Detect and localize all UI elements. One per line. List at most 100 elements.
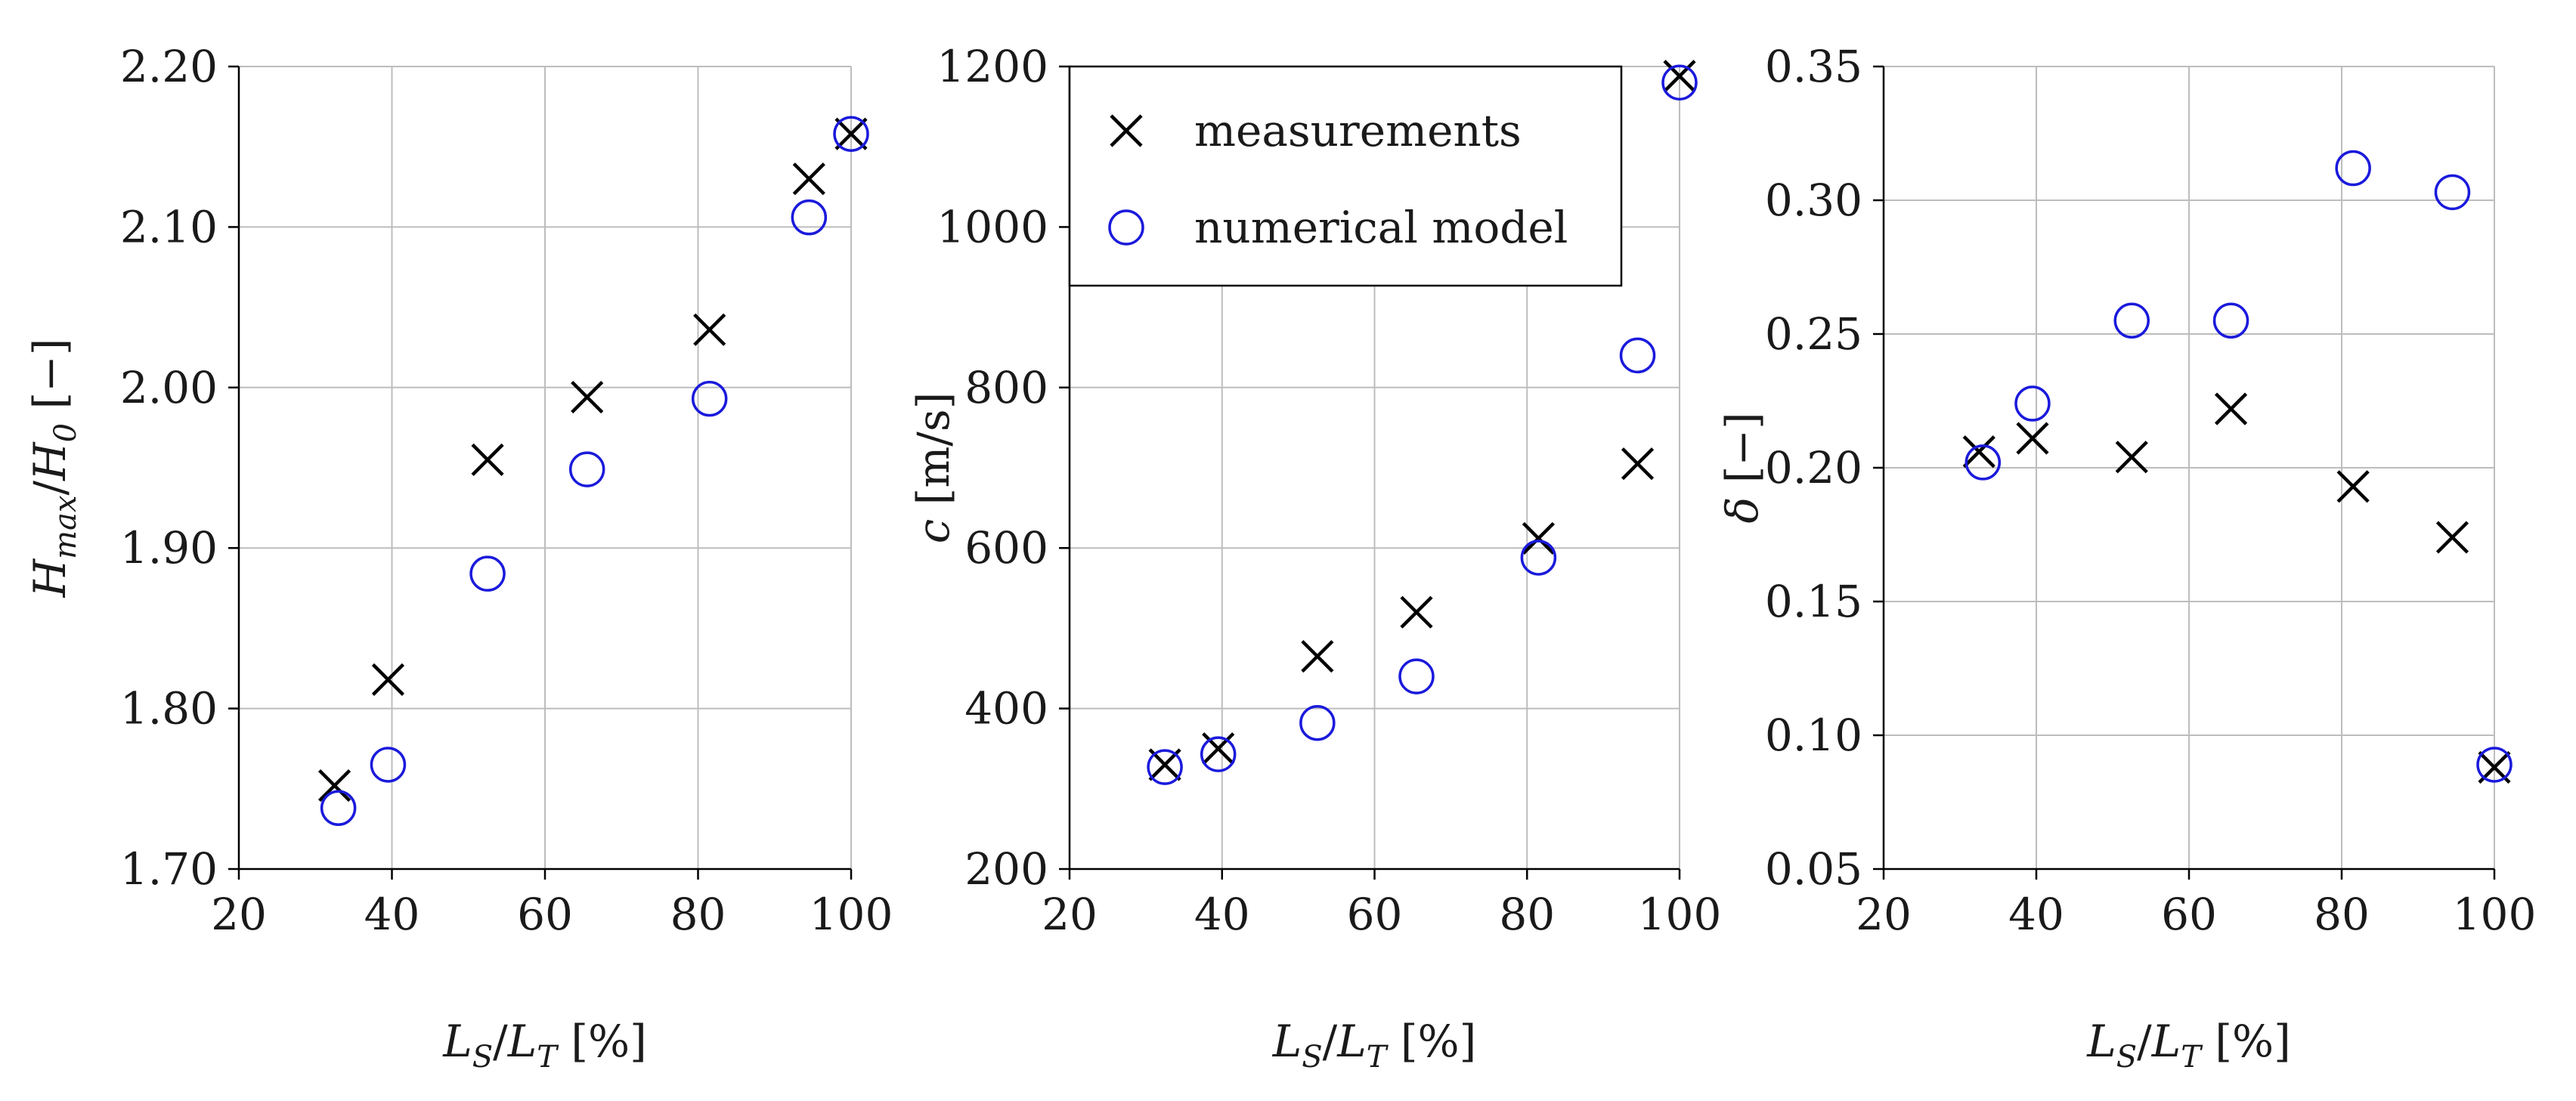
hmax-measurement-point <box>471 443 504 476</box>
wave-speed-xlabel-mid-letter: L <box>1336 1016 1367 1067</box>
damping-model-point <box>2335 150 2371 187</box>
damping-ytick-label: 0.10 <box>1765 710 1862 761</box>
hmax-measurement-point <box>317 769 351 803</box>
wave-speed-measurement-point <box>1621 447 1655 481</box>
damping-measurement-point <box>2214 392 2248 425</box>
wave-speed-model-point <box>1520 540 1557 576</box>
damping-xtick-label: 80 <box>2314 889 2370 940</box>
wave-speed-xtick-label: 20 <box>1042 889 1098 940</box>
damping-xtick-label: 20 <box>1856 889 1912 940</box>
wave-speed-ytick-label: 1200 <box>937 41 1048 92</box>
damping-measurement-point <box>1962 435 1995 469</box>
hmax-measurement-point <box>371 663 405 696</box>
hmax-xlabel-main: L <box>442 1016 472 1067</box>
wave-speed-model-point <box>1398 658 1435 694</box>
wave-speed-ytick-label: 1000 <box>937 201 1048 252</box>
wave-speed-xlabel-sub1: S <box>1302 1040 1322 1075</box>
damping-model-point <box>2014 385 2051 422</box>
damping-ytick-label: 0.20 <box>1765 442 1862 493</box>
wave-speed-ytick-label: 600 <box>964 522 1048 574</box>
hmax-ylabel-mid-letter: H <box>24 441 76 481</box>
wave-speed-measurement-point <box>1663 60 1696 93</box>
hmax-xtick-label: 100 <box>810 889 893 940</box>
hmax-ylabel-mid-slash: / <box>24 480 76 495</box>
hmax-ytick-label: 1.90 <box>120 522 218 574</box>
damping-xlabel-sub2: T <box>2181 1040 2203 1075</box>
damping-measurement-point <box>2115 441 2148 474</box>
damping-ytick-label: 0.35 <box>1765 41 1862 92</box>
wave-speed-ylabel-unit: [m/s] <box>908 392 959 519</box>
damping-xtick-label: 60 <box>2161 889 2217 940</box>
legend: measurements numerical model <box>1068 65 1623 287</box>
wave-speed-xlabel-mid-slash: / <box>1323 1016 1338 1067</box>
wave-speed-xlabel-main: L <box>1272 1016 1302 1067</box>
damping-xlabel: LS/LT [%] <box>2086 1016 2290 1075</box>
damping-ylabel: δ [−] <box>1717 412 1768 523</box>
legend-box <box>1068 65 1623 287</box>
wave-speed-xtick-label: 100 <box>1638 889 1722 940</box>
wave-speed-xlabel-sub2: T <box>1367 1040 1389 1075</box>
hmax-measurement-point <box>571 380 604 414</box>
damping-xlabel-unit: [%] <box>2201 1016 2291 1067</box>
damping-ylabel-unit: [−] <box>1717 412 1768 496</box>
wave-speed-xtick-label: 60 <box>1347 889 1403 940</box>
wave-speed-ytick-label: 800 <box>964 362 1048 413</box>
damping-model-point <box>2434 174 2471 211</box>
hmax-xtick-label: 60 <box>517 889 573 940</box>
wave-speed-model-point <box>1619 337 1656 374</box>
damping-ytick-label: 0.15 <box>1765 576 1862 627</box>
hmax-model-point <box>469 555 506 592</box>
wave-speed-model-point <box>1147 749 1183 785</box>
damping-ytick-label: 0.05 <box>1765 843 1862 895</box>
wave-speed-xlabel-unit: [%] <box>1386 1016 1476 1067</box>
damping-xlabel-main: L <box>2086 1016 2116 1067</box>
hmax-ylabel-sub1: max <box>48 495 83 558</box>
damping-ytick-label: 0.30 <box>1765 175 1862 226</box>
hmax-xlabel-mid-slash: / <box>493 1016 508 1067</box>
wave-speed-measurement-point <box>1202 732 1235 765</box>
hmax-model-point <box>320 790 357 827</box>
hmax-series-measurements <box>317 117 868 803</box>
damping-measurement-point <box>2016 422 2049 455</box>
hmax-ylabel: Hmax/H0 [−] <box>24 339 83 598</box>
wave-speed-measurement-point <box>1522 521 1555 555</box>
hmax-ytick-label: 2.00 <box>120 362 218 413</box>
hmax-xtick-label: 40 <box>364 889 420 940</box>
panel-hmax: 20 40 60 80 1001.701.801.902.002.102.20LS/LT… <box>24 41 893 1075</box>
legend-circle-icon <box>1108 209 1144 246</box>
hmax-model-point <box>370 747 407 783</box>
legend-cross-icon <box>1110 114 1143 147</box>
hmax-model-point <box>833 116 869 152</box>
wave-speed-measurement-point <box>1400 595 1433 629</box>
hmax-measurement-point <box>834 117 868 150</box>
hmax-ylabel-mid: /H <box>24 441 76 496</box>
damping-model-point <box>1965 444 2002 481</box>
legend-label: measurements <box>1194 105 1522 156</box>
hmax-xtick-label: 20 <box>211 889 267 940</box>
damping-model-point <box>2212 302 2249 339</box>
hmax-xlabel-sub2: T <box>537 1040 559 1075</box>
wave-speed-model-point <box>1200 736 1237 772</box>
wave-speed-ylabel-main: c <box>908 519 959 543</box>
wave-speed-ytick-label: 200 <box>964 843 1048 895</box>
damping-xtick-label: 40 <box>2008 889 2064 940</box>
damping-xlabel-mid-slash: / <box>2137 1016 2152 1067</box>
hmax-model-point <box>791 199 828 236</box>
wave-speed-model-point <box>1661 64 1698 101</box>
damping-series-measurements <box>1962 392 2511 784</box>
damping-series-numerical-model <box>1965 150 2513 783</box>
wave-speed-xtick-label: 80 <box>1499 889 1555 940</box>
damping-measurement-point <box>2435 521 2469 554</box>
hmax-series-numerical-model <box>320 116 869 827</box>
wave-speed-xlabel-mid: /L <box>1323 1016 1367 1067</box>
hmax-xlabel: LS/LT [%] <box>442 1016 646 1075</box>
hmax-measurement-point <box>792 162 825 196</box>
hmax-ytick-label: 1.80 <box>120 683 218 735</box>
damping-xlabel-mid-letter: L <box>2151 1016 2181 1067</box>
wave-speed-ylabel: c [m/s] <box>908 392 959 543</box>
damping-ylabel-main: δ <box>1717 497 1768 524</box>
hmax-ytick-label: 2.10 <box>120 201 218 252</box>
wave-speed-xlabel: LS/LT [%] <box>1272 1016 1476 1075</box>
wave-speed-series-numerical-model <box>1147 64 1698 785</box>
